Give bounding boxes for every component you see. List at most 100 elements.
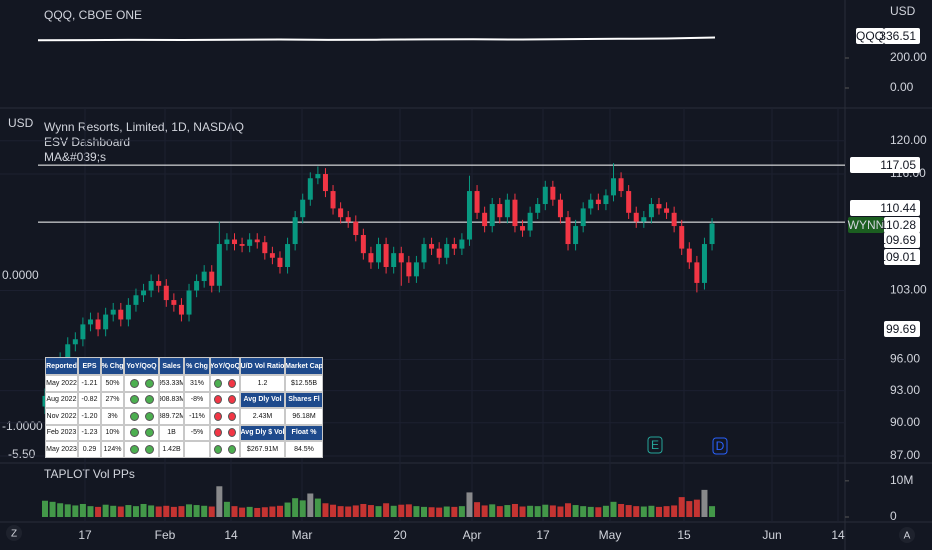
symbol-box	[848, 217, 884, 233]
volume-bar	[610, 501, 617, 517]
volume-bar	[208, 506, 215, 517]
corner-icon[interactable]	[6, 525, 22, 541]
candle-body	[353, 221, 359, 236]
table-cell: -1.21	[78, 375, 101, 392]
candle-body	[80, 324, 86, 340]
event-marker	[647, 436, 663, 454]
candle-body	[618, 178, 624, 192]
signal-dot	[228, 411, 236, 421]
candle-body	[163, 285, 169, 301]
signal-dot	[228, 378, 236, 388]
candle-body	[466, 191, 472, 240]
candle-body	[338, 208, 344, 218]
candle-body	[391, 253, 397, 267]
corner-icon[interactable]	[899, 527, 915, 543]
candle-body	[573, 226, 579, 245]
candle-body	[254, 239, 260, 243]
last-price-box	[884, 217, 920, 233]
y-tick-label: 87.00	[890, 448, 920, 462]
header-cell: % Chg	[184, 357, 210, 375]
volume-bar	[261, 507, 268, 517]
corner-icon-label[interactable]: Z	[11, 529, 17, 540]
signal-dot	[214, 428, 222, 438]
y-tick-label: 200.00	[890, 50, 927, 64]
level-label: 110.44	[880, 201, 916, 215]
table-cell: -8%	[184, 391, 210, 408]
volume-bar	[216, 486, 223, 517]
table-cell: 27%	[101, 391, 124, 408]
volume-bar	[527, 505, 534, 517]
indicator-value-box	[884, 321, 920, 337]
y-tick-label: 103.00	[890, 283, 927, 297]
header-cell: EPS	[78, 357, 101, 375]
table-header-row: Reported EPS% Chg YoY/QoQ Sales% Chg YoY/QoQ…	[45, 357, 323, 375]
x-tick-label: 14	[831, 528, 845, 542]
left-scale-label: -5.50	[8, 447, 36, 461]
indicator-value-box	[884, 249, 920, 265]
volume-bar	[383, 503, 390, 517]
signal-dot	[214, 395, 222, 405]
volume-bar	[405, 504, 412, 517]
event-label: D	[716, 439, 725, 453]
header-cell: Sales	[159, 357, 184, 375]
volume-bar	[618, 503, 625, 517]
candle-body	[550, 186, 556, 200]
table-row: Aug 2022 -0.82 27% 908.83M -8% Avg Dly Vol Sha…	[45, 391, 323, 408]
y-tick-label: 120.00	[890, 133, 927, 147]
x-tick-label: 20	[393, 528, 407, 542]
candle-body	[694, 262, 700, 283]
signal-dot	[144, 378, 154, 388]
volume-bar	[481, 505, 488, 517]
volume-bar	[337, 506, 344, 517]
left-scale-label: 0.0000	[2, 268, 39, 282]
table-row: Nov 2022 -1.20 3% 889.72M -11% 2.43M 96.18M	[45, 408, 323, 425]
candle-body	[277, 257, 283, 267]
volume-bar	[79, 503, 86, 517]
symbol-box	[856, 28, 884, 44]
table-row: Feb 2023 -1.23 10% 1B -5% Avg Dly $ Vol Float …	[45, 424, 323, 441]
corner-icon-label[interactable]: A	[904, 531, 911, 542]
candle-body	[603, 195, 609, 205]
currency-label: USD	[8, 116, 34, 130]
candle-body	[186, 290, 192, 315]
volume-bar	[534, 506, 541, 517]
volume-bar	[246, 506, 253, 517]
signal-dot	[214, 378, 222, 388]
candle-body	[580, 208, 586, 227]
signal-dot	[144, 411, 154, 421]
indicator-value: 109.69	[879, 233, 916, 247]
qqq-title: QQQ, CBOE ONE	[44, 8, 142, 22]
signal-cell	[124, 391, 159, 408]
table-cell: Nov 2022	[45, 408, 78, 425]
candle-body	[103, 314, 109, 330]
volume-bar	[163, 505, 170, 517]
table-cell: 3%	[101, 408, 124, 425]
signal-dot	[214, 411, 222, 421]
volume-bar	[110, 505, 117, 517]
volume-bar	[193, 505, 200, 517]
candle-body	[300, 199, 306, 218]
table-cell: 96.18M	[285, 408, 323, 425]
table-cell: 124%	[101, 441, 124, 458]
symbol-label: WYNN	[848, 218, 885, 232]
volume-bar	[398, 504, 405, 517]
table-cell: 1.42B	[159, 441, 184, 458]
table-cell: -1.23	[78, 424, 101, 441]
candle-body	[148, 281, 154, 291]
table-cell: -11%	[184, 408, 210, 425]
table-cell: 1.2	[240, 375, 285, 392]
volume-bar	[352, 505, 359, 517]
volume-bar	[239, 507, 246, 517]
x-tick-label: 15	[677, 528, 691, 542]
event-marker	[712, 437, 728, 455]
candle-body	[118, 309, 124, 320]
table-cell: 0.29	[78, 441, 101, 458]
table-cell: 10%	[101, 424, 124, 441]
signal-dot	[144, 444, 154, 454]
signal-dot	[144, 395, 154, 405]
volume-bar	[345, 506, 352, 517]
candle-body	[671, 212, 677, 227]
